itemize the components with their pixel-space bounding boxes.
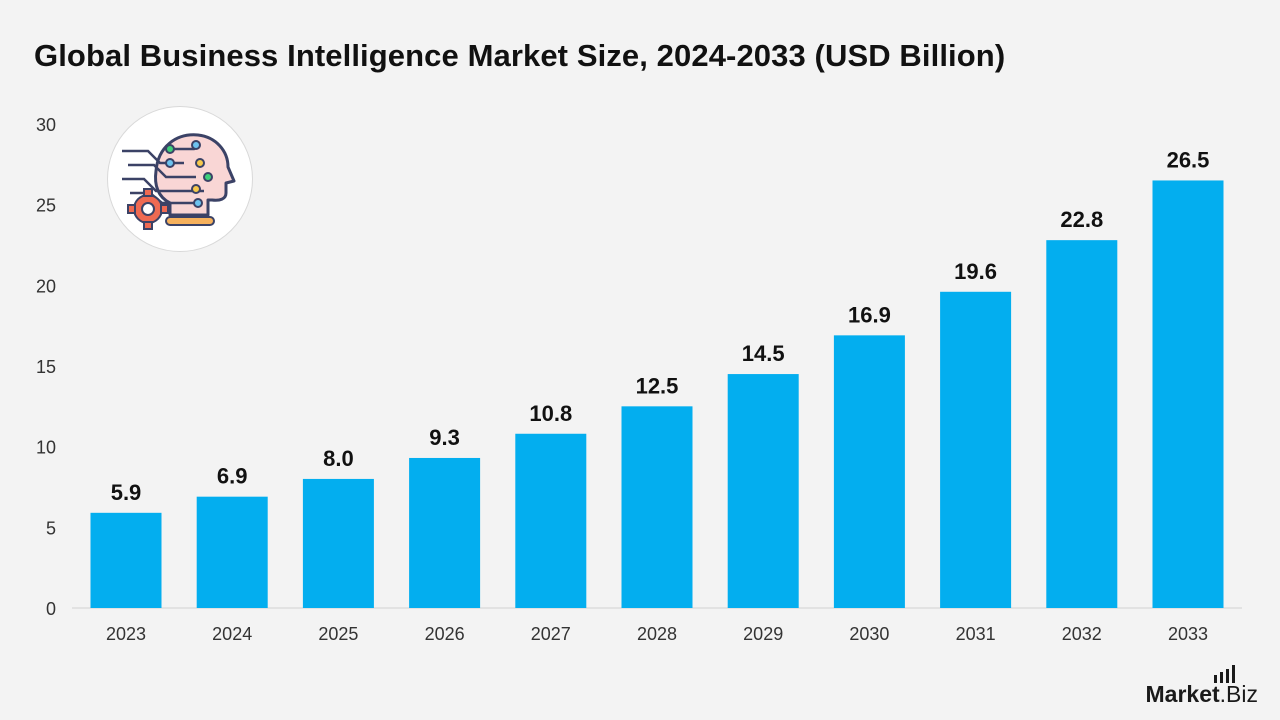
x-tick-label: 2033 — [1168, 624, 1208, 644]
brand-logo: Market.Biz — [1145, 665, 1258, 708]
bar — [302, 478, 374, 608]
x-tick-label: 2030 — [849, 624, 889, 644]
bar-value-label: 19.6 — [954, 259, 997, 284]
y-tick-label: 20 — [36, 276, 56, 296]
chart-title: Global Business Intelligence Market Size… — [34, 38, 1006, 73]
y-tick-label: 25 — [36, 196, 56, 216]
x-tick-label: 2028 — [637, 624, 677, 644]
bar-value-label: 16.9 — [848, 302, 891, 327]
x-tick-label: 2032 — [1062, 624, 1102, 644]
brand-name-bold: Market — [1145, 681, 1220, 707]
y-tick-label: 30 — [36, 115, 56, 135]
x-tick-label: 2027 — [531, 624, 571, 644]
bar — [833, 335, 905, 608]
bar-value-label: 9.3 — [429, 425, 460, 450]
bar-value-label: 6.9 — [217, 464, 248, 489]
brand-name-suffix: .Biz — [1219, 681, 1258, 707]
bar — [1046, 240, 1118, 608]
y-tick-label: 10 — [36, 438, 56, 458]
bar-value-label: 12.5 — [636, 373, 679, 398]
bar — [90, 512, 162, 608]
bar — [196, 496, 268, 608]
x-tick-label: 2024 — [212, 624, 252, 644]
x-tick-label: 2023 — [106, 624, 146, 644]
bar — [1152, 180, 1224, 608]
ai-head-icon — [107, 106, 253, 252]
y-tick-label: 15 — [36, 357, 56, 377]
bar — [621, 406, 693, 608]
bar — [409, 457, 481, 608]
x-tick-label: 2031 — [956, 624, 996, 644]
bar-value-label: 5.9 — [111, 480, 142, 505]
bar — [727, 374, 799, 608]
bar-value-label: 10.8 — [529, 401, 572, 426]
bar — [940, 291, 1012, 608]
x-tick-label: 2029 — [743, 624, 783, 644]
bar-value-label: 26.5 — [1167, 147, 1210, 172]
bar — [515, 433, 587, 608]
signal-bars-icon — [1213, 665, 1235, 683]
bar-value-label: 8.0 — [323, 446, 354, 471]
y-tick-label: 0 — [46, 599, 56, 619]
y-tick-label: 5 — [46, 518, 56, 538]
x-tick-label: 2025 — [318, 624, 358, 644]
bar-value-label: 22.8 — [1060, 207, 1103, 232]
bar-value-label: 14.5 — [742, 341, 785, 366]
x-tick-label: 2026 — [425, 624, 465, 644]
